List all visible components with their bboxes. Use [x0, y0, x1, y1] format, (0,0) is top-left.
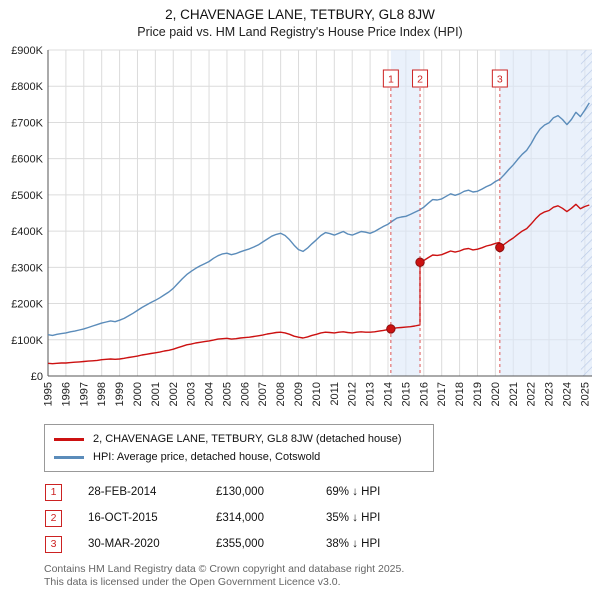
transaction-row: 3 30-MAR-2020 £355,000 38% ↓ HPI [0, 531, 600, 557]
transaction-row: 2 16-OCT-2015 £314,000 35% ↓ HPI [0, 505, 600, 531]
legend-label-property: 2, CHAVENAGE LANE, TETBURY, GL8 8JW (det… [93, 433, 402, 445]
plot-band [499, 50, 592, 376]
x-tick-label: 2020 [490, 382, 502, 406]
y-tick-label: £400K [11, 226, 43, 238]
hatch-band [580, 50, 592, 376]
x-tick-label: 2013 [365, 382, 377, 406]
sale-number-box [412, 69, 429, 88]
x-tick-label: 2014 [383, 382, 395, 406]
x-tick-label: 2008 [275, 382, 287, 406]
x-tick-label: 2003 [186, 382, 198, 406]
x-tick-label: 2006 [239, 382, 251, 406]
property-line-swatch [54, 437, 84, 441]
transaction-price: £130,000 [216, 486, 264, 498]
transaction-hpi-diff: 69% ↓ HPI [326, 486, 381, 498]
transaction-hpi-diff: 38% ↓ HPI [326, 538, 381, 550]
x-tick-label: 2005 [221, 382, 233, 406]
x-tick-label: 2019 [472, 382, 484, 406]
x-tick-label: 2010 [311, 382, 323, 406]
legend-row-property: 2, CHAVENAGE LANE, TETBURY, GL8 8JW (det… [54, 430, 424, 448]
transaction-hpi-diff: 35% ↓ HPI [326, 512, 381, 524]
sale-number-label: 2 [417, 74, 423, 86]
sale-number-label: 1 [388, 74, 394, 86]
x-tick-label: 1998 [96, 382, 108, 406]
transaction-date: 16-OCT-2015 [88, 512, 158, 524]
page-subtitle: Price paid vs. HM Land Registry's House … [137, 25, 463, 39]
transaction-price: £314,000 [216, 512, 264, 524]
y-tick-label: £900K [11, 45, 43, 57]
plot-band [390, 50, 421, 376]
transaction-number-badge: 1 [45, 483, 62, 501]
sale-marker [495, 242, 505, 253]
transactions-table: 1 28-FEB-2014 £130,000 69% ↓ HPI 2 16-OC… [0, 479, 600, 557]
y-tick-label: £600K [11, 154, 43, 166]
transaction-date: 28-FEB-2014 [88, 486, 157, 498]
x-tick-label: 2025 [579, 382, 591, 406]
price-chart-svg: 1 2 3 £0 £100K £200K £300K £400K £500K £600K £700K… [11, 45, 592, 406]
x-tick-label: 2024 [561, 382, 573, 406]
sale-number-box [382, 69, 399, 88]
x-tick-label: 2007 [257, 382, 269, 406]
x-tick-label: 1996 [60, 382, 72, 406]
transaction-number-badge: 3 [45, 535, 62, 553]
transaction-date: 30-MAR-2020 [88, 538, 160, 550]
sale-number-box [491, 69, 508, 88]
hpi-line [47, 102, 590, 337]
x-tick-label: 2004 [204, 382, 216, 406]
x-tick-label: 2021 [508, 382, 520, 406]
footer-line-2: This data is licensed under the Open Gov… [44, 576, 341, 589]
x-tick-label: 2000 [132, 382, 144, 406]
license-footer: Contains HM Land Registry data © Crown c… [44, 563, 600, 589]
x-tick-label: 2001 [150, 382, 162, 406]
sale-marker [386, 324, 396, 334]
x-tick-label: 2015 [400, 382, 412, 406]
y-tick-label: £800K [11, 81, 43, 93]
x-tick-label: 2023 [544, 382, 556, 406]
transaction-row: 1 28-FEB-2014 £130,000 69% ↓ HPI [0, 479, 600, 505]
legend-row-hpi: HPI: Average price, detached house, Cots… [54, 448, 424, 466]
price-chart: 1 2 3 £0 £100K £200K £300K £400K £500K £600K £700K… [0, 42, 600, 420]
sale-number-label: 3 [497, 74, 503, 86]
x-tick-label: 2011 [329, 382, 341, 406]
x-tick-label: 1997 [78, 382, 90, 406]
page-title: 2, CHAVENAGE LANE, TETBURY, GL8 8JW [165, 7, 435, 22]
y-tick-label: £500K [11, 190, 43, 202]
legend-label-hpi: HPI: Average price, detached house, Cots… [93, 451, 321, 463]
x-tick-label: 2018 [454, 382, 466, 406]
x-tick-label: 2002 [168, 382, 180, 406]
x-tick-label: 2017 [436, 382, 448, 406]
x-tick-label: 1995 [43, 382, 55, 406]
transaction-number-badge: 2 [45, 509, 62, 527]
x-tick-label: 1999 [114, 382, 126, 406]
x-tick-label: 2012 [347, 382, 359, 406]
y-tick-label: £300K [11, 262, 43, 274]
x-tick-label: 2016 [418, 382, 430, 406]
chart-legend: 2, CHAVENAGE LANE, TETBURY, GL8 8JW (det… [44, 424, 434, 472]
footer-line-1: Contains HM Land Registry data © Crown c… [44, 563, 405, 575]
y-tick-label: £700K [11, 117, 43, 129]
transaction-price: £355,000 [216, 538, 264, 550]
y-tick-label: £200K [11, 299, 43, 311]
hpi-line-swatch [54, 455, 84, 459]
sale-marker [415, 257, 425, 267]
x-tick-label: 2022 [526, 382, 538, 406]
y-tick-label: £0 [31, 371, 43, 383]
y-tick-label: £100K [11, 335, 43, 347]
x-tick-label: 2009 [293, 382, 305, 406]
